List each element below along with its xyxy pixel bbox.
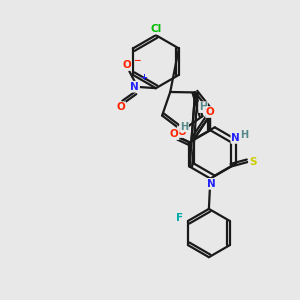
Text: N: N <box>208 179 216 189</box>
Text: S: S <box>249 157 256 167</box>
Text: O: O <box>122 60 131 70</box>
Text: −: − <box>133 56 140 65</box>
Text: N: N <box>130 82 139 92</box>
Text: H: H <box>241 130 249 140</box>
Text: O: O <box>170 129 178 139</box>
Text: +: + <box>140 73 147 82</box>
Text: H: H <box>180 122 188 131</box>
Text: O: O <box>116 102 125 112</box>
Text: H: H <box>199 102 207 112</box>
Text: F: F <box>176 213 183 223</box>
Text: O: O <box>206 107 215 117</box>
Text: N: N <box>231 133 240 143</box>
Text: Cl: Cl <box>150 24 161 34</box>
Text: O: O <box>178 127 186 137</box>
